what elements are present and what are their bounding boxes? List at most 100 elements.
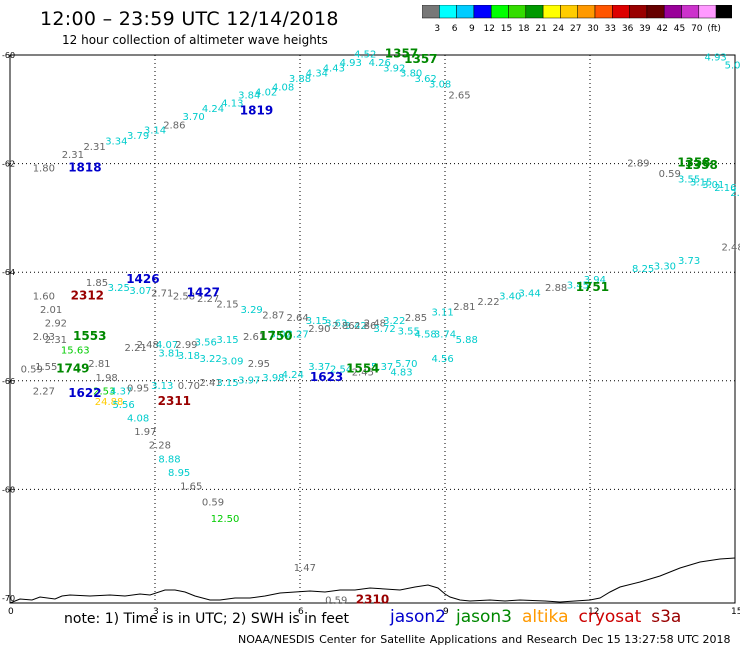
wave-height-point: 8.95 <box>168 468 190 479</box>
wave-height-point: 4.08 <box>272 82 294 93</box>
wave-height-point: 5.37 <box>371 362 393 373</box>
wave-height-point: 24.88 <box>95 397 124 408</box>
legend-entry-altika: altika <box>522 607 569 627</box>
wave-height-point: 2.65 <box>448 90 470 101</box>
wave-height-point: 4.93 <box>705 52 727 63</box>
wave-height-point: 3.11 <box>431 308 453 319</box>
wave-height-point: 2.85 <box>405 313 427 324</box>
colorbar-label: 6 <box>452 24 458 34</box>
pass-time-label: 1818 <box>68 161 101 175</box>
wave-height-point: 3.15 <box>216 335 238 346</box>
wave-height-point: 0.70 <box>178 381 200 392</box>
wave-height-point: 2.31 <box>62 150 84 161</box>
colorbar-label: (ft) <box>707 24 721 34</box>
satellite-legend: jason2 jason3 altika cryosat s3a <box>390 607 691 627</box>
pass-time-label: 2310 <box>356 592 389 606</box>
y-tick-label: -62 <box>2 160 15 169</box>
wave-height-point: 3.55 <box>678 175 700 186</box>
colorbar-label: 39 <box>639 24 651 34</box>
wave-height-point: 2.86 <box>354 321 376 332</box>
pass-time-label: 2312 <box>71 288 104 302</box>
wave-height-point: 2.54 <box>330 365 352 376</box>
wave-height-point: 3.37 <box>308 362 330 373</box>
wave-height-point: 3.08 <box>429 80 451 91</box>
wave-height-point: 2.48 <box>364 319 386 330</box>
x-tick-label: 0 <box>8 607 14 617</box>
wave-height-point: 2.28 <box>149 441 171 452</box>
wave-height-point: 3.98 <box>262 373 284 384</box>
wave-height-point: 2.99 <box>175 340 197 351</box>
pass-time-label: 1819 <box>240 104 273 118</box>
wave-height-point: 8.88 <box>158 454 180 465</box>
y-tick-label: -66 <box>2 377 15 386</box>
pass-time-label: 1427 <box>187 286 220 300</box>
wave-height-point: 2.45 <box>352 367 374 378</box>
pass-time-label: 1554 <box>346 362 379 376</box>
wave-height-point: 3.15 <box>690 177 712 188</box>
colorbar-label: 70 <box>691 24 703 34</box>
wave-height-point: 1.85 <box>86 278 108 289</box>
wave-height-point: 5.56 <box>112 400 134 411</box>
wave-height-point: 1.55 <box>35 362 57 373</box>
wave-height-point: 4.34 <box>306 69 328 80</box>
y-tick-label: -68 <box>2 485 15 494</box>
wave-height-point: 2.22 <box>477 297 499 308</box>
wave-height-point: 5.88 <box>456 335 478 346</box>
x-tick-label: 3 <box>153 607 159 617</box>
wave-height-point: 0.59 <box>325 595 347 606</box>
colorbar-label: 18 <box>518 24 530 34</box>
wave-height-point: 4.24 <box>202 104 224 115</box>
colorbar-label: 27 <box>570 24 581 34</box>
wave-height-point: 3.13 <box>151 381 173 392</box>
wave-height-point: 1.65 <box>180 481 202 492</box>
wave-height-point: 3.22 <box>199 354 221 365</box>
wave-height-point: 3.62 <box>415 74 437 85</box>
wave-height-point: 4.37 <box>110 386 132 397</box>
wave-height-point: 2.03 <box>33 332 55 343</box>
wave-height-point: 2.86 <box>332 321 354 332</box>
wave-height-point: 0.59 <box>659 169 681 180</box>
antarctic-coastline <box>9 557 736 604</box>
wave-height-point: 1.47 <box>294 563 316 574</box>
pass-time-label: 1623 <box>310 370 343 384</box>
colorbar-swatch <box>715 5 732 19</box>
colorbar-label: 30 <box>587 24 599 34</box>
wave-height-point: 3.92 <box>383 63 405 74</box>
x-tick-label: 15 <box>731 607 740 617</box>
credit-line: NOAA/NESDIS Center for Satellite Applica… <box>238 633 578 646</box>
wave-height-point: 3.09 <box>221 357 243 368</box>
wave-height-point: 3.42 <box>344 321 366 332</box>
footer-note: note: 1) Time is in UTC; 2) SWH is in fe… <box>64 611 350 627</box>
wave-height-point: 1.80 <box>33 164 55 175</box>
wave-height-point: 4.93 <box>340 58 362 69</box>
wave-height-point: 3.72 <box>373 324 395 335</box>
wave-height-point: 1.97 <box>134 427 156 438</box>
pass-time-label: 1357 <box>385 47 418 61</box>
wave-height-point: 2.61 <box>243 332 265 343</box>
wave-height-point: 2.87 <box>262 310 284 321</box>
wave-height-point: 3.94 <box>584 275 606 286</box>
pass-time-label: 1750 <box>259 329 292 343</box>
colorbar-label: 24 <box>553 24 565 34</box>
chart-subtitle: 12 hour collection of altimeter wave hei… <box>62 33 328 47</box>
wave-height-point: 2.31 <box>83 142 105 153</box>
pass-time-label: 2311 <box>158 394 191 408</box>
grid-lines <box>10 55 735 603</box>
wave-height-point: 2.92 <box>45 319 67 330</box>
wave-height-point: 3.14 <box>144 126 166 137</box>
wave-height-point: 3.25 <box>108 283 130 294</box>
wave-height-point: 2.86 <box>163 120 185 131</box>
wave-height-point: 2.89 <box>627 158 649 169</box>
wave-height-point: 3.22 <box>383 316 405 327</box>
pass-time-label: 1357 <box>404 52 437 66</box>
wave-height-point: 3.79 <box>127 131 149 142</box>
pass-time-label: 1553 <box>73 329 106 343</box>
pass-time-label: 1358 <box>684 158 717 172</box>
wave-height-point: 3.27 <box>286 329 308 340</box>
wave-height-point: 3.29 <box>241 305 263 316</box>
colorbar-label: 42 <box>656 24 667 34</box>
pass-time-label: 1751 <box>576 280 609 294</box>
wave-height-point: 2.21 <box>125 343 147 354</box>
